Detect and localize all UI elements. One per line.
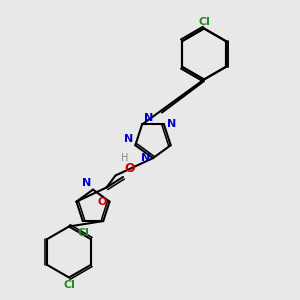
Text: H: H: [122, 153, 129, 163]
Text: O: O: [124, 163, 135, 176]
Text: N: N: [141, 153, 150, 163]
Text: Cl: Cl: [63, 280, 75, 290]
Text: Cl: Cl: [198, 17, 210, 27]
Text: N: N: [167, 119, 176, 130]
Text: N: N: [124, 134, 133, 144]
Text: N: N: [145, 113, 154, 123]
Text: N: N: [82, 178, 92, 188]
Text: Cl: Cl: [78, 228, 90, 238]
Text: O: O: [97, 196, 106, 207]
